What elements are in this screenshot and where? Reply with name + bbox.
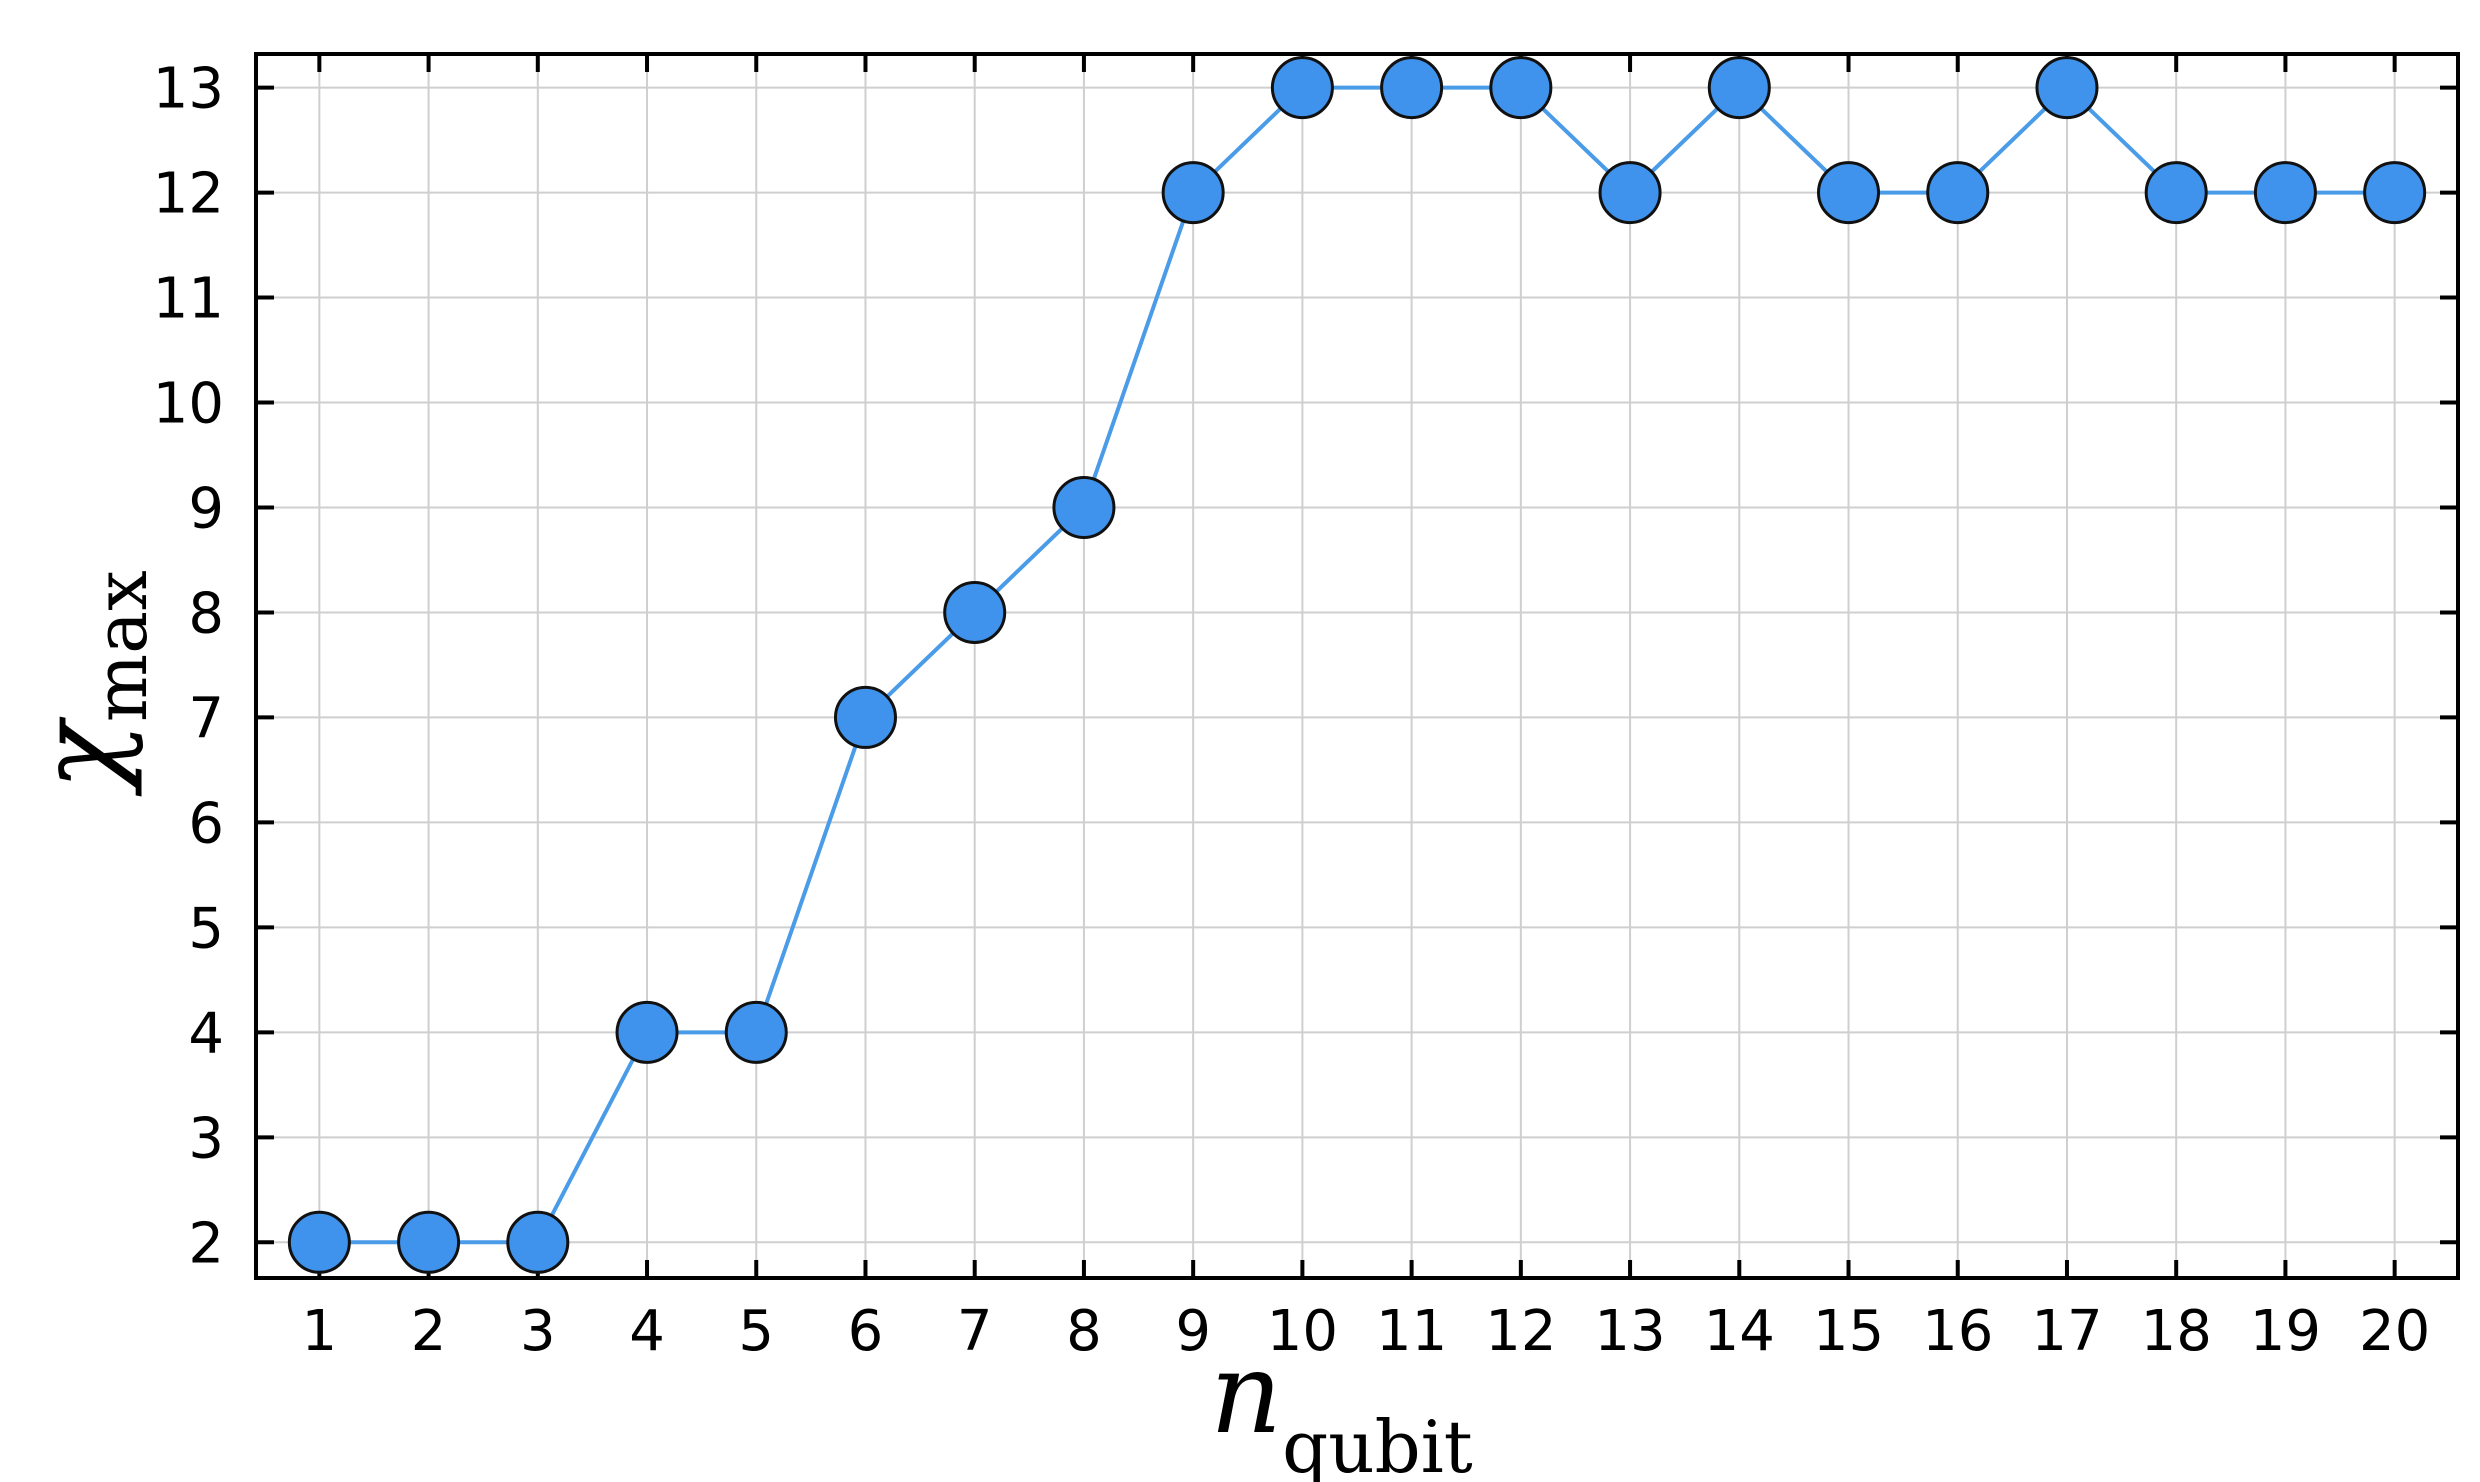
- data-point: [1380, 56, 1444, 120]
- data-point: [1489, 56, 1553, 120]
- data-point: [397, 1210, 461, 1274]
- x-tick-label: 1: [302, 1299, 338, 1364]
- x-axis-label-sub: qubit: [1282, 1405, 1473, 1482]
- x-tick-label: 7: [957, 1299, 993, 1364]
- y-tick-label: 10: [153, 372, 224, 437]
- data-point: [1598, 161, 1662, 225]
- data-point: [724, 1000, 788, 1064]
- data-point: [1052, 475, 1116, 539]
- data-point: [2035, 56, 2099, 120]
- y-tick-label: 9: [188, 476, 224, 541]
- data-point: [287, 1210, 351, 1274]
- data-point: [1707, 56, 1771, 120]
- y-tick-labels: 2 3 4 5 6 7 8 9 10 11 12 13: [153, 57, 224, 1277]
- x-tick-label: 10: [1267, 1299, 1338, 1364]
- x-tick-label: 19: [2250, 1299, 2321, 1364]
- x-tick-label: 11: [1376, 1299, 1447, 1364]
- y-tick-label: 12: [153, 162, 224, 227]
- data-point: [2363, 161, 2427, 225]
- x-axis-label: nqubit: [1210, 1329, 1473, 1482]
- x-tick-label: 9: [1175, 1299, 1211, 1364]
- y-axis-label-main: χ: [15, 716, 145, 797]
- y-tick-label: 7: [188, 686, 224, 751]
- x-axis-label-main: n: [1210, 1329, 1282, 1459]
- points: [287, 56, 2427, 1274]
- x-tick-label: 14: [1704, 1299, 1775, 1364]
- series: [319, 85, 2395, 1245]
- x-tick-label: 15: [1813, 1299, 1884, 1364]
- data-point: [833, 685, 897, 749]
- x-tick-label: 8: [1066, 1299, 1102, 1364]
- y-axis-label-sub: max: [79, 570, 163, 722]
- data-point: [1817, 161, 1881, 225]
- x-tick-label: 18: [2141, 1299, 2212, 1364]
- y-axis-label: χmax: [15, 570, 163, 797]
- y-tick-label: 5: [188, 896, 224, 961]
- y-tick-label: 6: [188, 791, 224, 856]
- grid: [256, 54, 2458, 1278]
- data-point: [943, 580, 1007, 644]
- x-tick-labels: 1 2 3 4 5 6 7 8 9 10 11 12 13 14 15 16 17 18 19 20: [302, 1299, 2431, 1364]
- series-line: [319, 85, 2395, 1245]
- data-point: [2144, 161, 2208, 225]
- data-point: [615, 1000, 679, 1064]
- x-tick-label: 3: [520, 1299, 556, 1364]
- y-tick-label: 2: [188, 1211, 224, 1276]
- y-tick-label: 11: [153, 267, 224, 332]
- plot-frame: [254, 52, 2460, 1280]
- x-tick-label: 12: [1485, 1299, 1556, 1364]
- x-tick-label: 20: [2359, 1299, 2430, 1364]
- data-point: [1926, 161, 1990, 225]
- x-tick-label: 16: [1922, 1299, 1993, 1364]
- x-tick-label: 17: [2031, 1299, 2102, 1364]
- data-point: [506, 1210, 570, 1274]
- x-tick-label: 13: [1594, 1299, 1665, 1364]
- y-tick-label: 4: [188, 1001, 224, 1066]
- x-tick-label: 5: [738, 1299, 774, 1364]
- x-tick-label: 4: [629, 1299, 665, 1364]
- data-point: [1161, 161, 1225, 225]
- y-tick-label: 8: [188, 581, 224, 646]
- x-tick-label: 6: [848, 1299, 884, 1364]
- data-point: [1270, 56, 1334, 120]
- x-tick-label: 2: [411, 1299, 447, 1364]
- y-tick-label: 13: [153, 57, 224, 122]
- y-tick-label: 3: [188, 1106, 224, 1171]
- data-point: [2253, 161, 2317, 225]
- ticks: [256, 54, 2458, 1278]
